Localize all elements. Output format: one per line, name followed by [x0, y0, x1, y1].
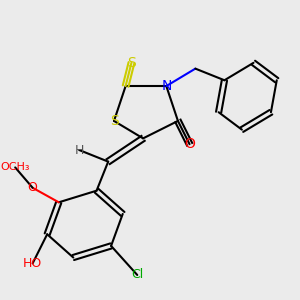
Text: O: O: [184, 137, 195, 151]
Text: HO: HO: [23, 257, 42, 270]
Text: Cl: Cl: [131, 268, 143, 281]
Text: S: S: [127, 56, 136, 70]
Text: O: O: [28, 181, 38, 194]
Text: N: N: [161, 79, 172, 93]
Text: H: H: [74, 143, 84, 157]
Text: S: S: [110, 114, 118, 128]
Text: OCH₃: OCH₃: [0, 162, 30, 172]
